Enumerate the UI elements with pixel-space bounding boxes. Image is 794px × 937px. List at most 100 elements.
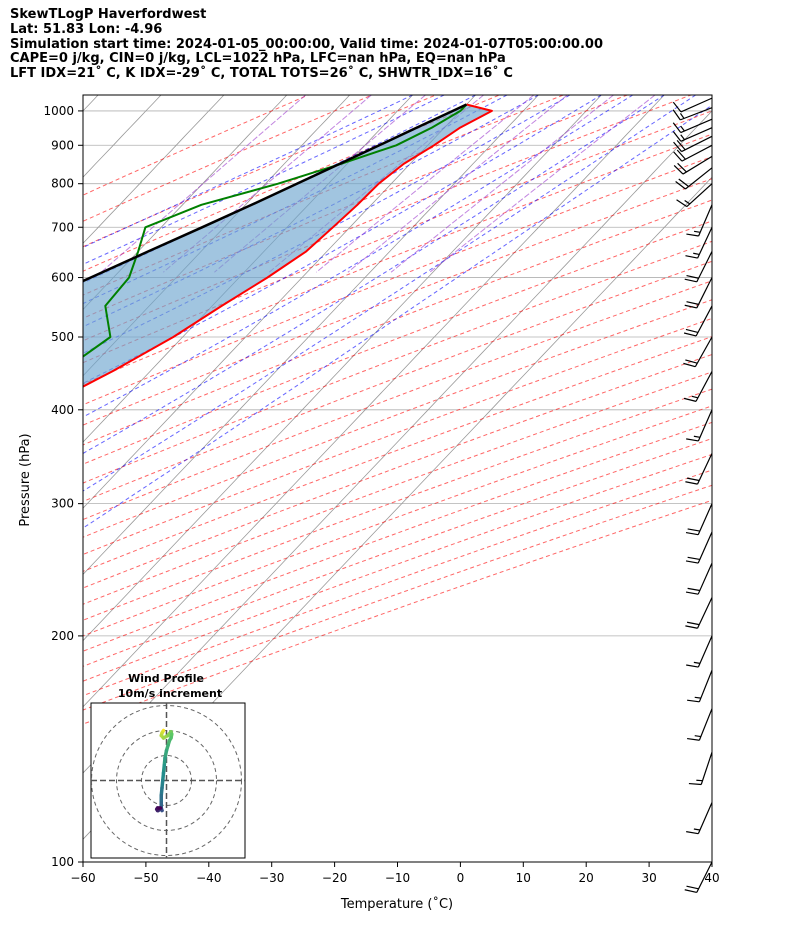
wind-barb	[683, 371, 713, 402]
dry-adiabat-line	[83, 469, 712, 697]
wind-barb-half-flag	[679, 113, 685, 119]
x-tick-label: 40	[704, 871, 719, 885]
wind-barb-flag	[686, 621, 700, 626]
wind-barb-flag	[684, 889, 697, 893]
wind-barb-flag	[677, 162, 687, 173]
wind-barb	[685, 227, 713, 259]
cape-fill-layer	[83, 104, 492, 387]
moist-adiabat-line	[83, 95, 696, 492]
dry-adiabat-line	[83, 405, 712, 637]
wind-barb-flag	[676, 139, 686, 151]
wind-barb	[685, 562, 713, 595]
wind-barb-half-flag	[693, 435, 701, 438]
wind-barb	[684, 277, 713, 309]
profile-lines	[83, 103, 493, 388]
hodograph-title: Wind Profile	[128, 672, 204, 685]
mixing-ratio-line	[390, 95, 614, 273]
wind-barb-flag	[675, 181, 686, 190]
parcel-path-line	[83, 103, 468, 283]
x-tick-label: −30	[259, 871, 284, 885]
wind-barb	[672, 107, 713, 121]
hodograph-subtitle: 10m/s increment	[118, 687, 222, 700]
chart-header: SkewTLogP Haverfordwest Lat: 51.83 Lon: …	[10, 7, 603, 82]
y-tick-label: 300	[51, 497, 74, 511]
x-tick-label: −20	[322, 871, 347, 885]
dry-adiabat-line	[83, 95, 693, 342]
wind-barb-flag	[683, 397, 697, 402]
wind-barb-staff	[681, 144, 713, 162]
wind-barb-flag	[676, 149, 686, 160]
wind-barb-staff	[697, 562, 713, 595]
x-tick-label: −40	[196, 871, 221, 885]
wind-barb	[685, 597, 713, 629]
dry-adiabat-line	[83, 421, 712, 652]
mixing-ratio-line	[347, 95, 568, 273]
wind-barb	[672, 97, 713, 113]
y-tick-label: 800	[51, 177, 74, 191]
wind-barb	[676, 183, 713, 208]
moist-adiabat-line	[83, 95, 476, 284]
wind-barb-flag	[672, 109, 681, 121]
moist-adiabat-line	[83, 95, 602, 384]
wind-barb-flag	[673, 141, 683, 152]
wind-barb-flag	[685, 328, 699, 334]
dry-adiabat-line	[83, 95, 310, 196]
wind-barb-staff	[696, 277, 713, 309]
dry-adiabat-line	[83, 453, 712, 682]
isotherm-line	[83, 95, 602, 642]
cin-shading	[83, 104, 492, 387]
axis-ticks: −60 −50 −40 −30 −20 −10 0 10 20 30 40 1000 900 800 700…	[43, 104, 719, 885]
x-tick-label: −50	[133, 871, 158, 885]
wind-barb-flag	[672, 122, 682, 133]
x-tick-label: 0	[457, 871, 465, 885]
wind-barb	[672, 118, 713, 134]
wind-barb-flag	[687, 528, 700, 532]
moist-adiabat-line	[83, 95, 665, 455]
stability-line-1: CAPE=0 j/kg, CIN=0 j/kg, LCL=1022 hPa, L…	[10, 51, 506, 67]
wind-barb	[684, 861, 713, 893]
wind-barb-staff	[695, 305, 713, 337]
moist-adiabat-line	[83, 95, 445, 265]
wind-barb-staff	[697, 503, 713, 535]
mixing-ratio-line	[316, 95, 535, 273]
wind-barb-flag	[685, 560, 699, 564]
wind-barb-staff	[696, 251, 713, 283]
wind-barb-flag	[685, 255, 698, 259]
wind-barb-staff	[697, 635, 713, 668]
wind-barb-staff	[695, 371, 713, 402]
chart-title: SkewTLogP Haverfordwest	[10, 7, 207, 22]
wind-barb-staff	[685, 167, 713, 190]
y-tick-label: 700	[51, 220, 74, 234]
dry-adiabat-line	[83, 499, 712, 725]
wind-barb-staff	[680, 107, 713, 121]
wind-barb-half-flag	[693, 661, 701, 664]
mixing-ratio-line	[100, 95, 307, 273]
wind-barb-flag	[685, 625, 698, 629]
wind-barb-flag	[684, 304, 697, 309]
moist-adiabat-line	[83, 95, 571, 354]
wind-barb-flag	[683, 332, 697, 337]
wind-barb-flag	[685, 591, 699, 595]
wind-barb	[686, 204, 713, 237]
wind-barb	[683, 305, 713, 337]
wind-barb	[675, 167, 713, 190]
hodograph-inset: Wind Profile 10m/s increment	[90, 672, 246, 859]
wind-barb	[673, 155, 713, 175]
dry-adiabat-line	[83, 240, 712, 484]
isotherm-line	[83, 95, 225, 244]
wind-barb-staff	[680, 118, 713, 134]
wind-barb-half-flag	[693, 252, 700, 256]
y-tick-label: 200	[51, 629, 74, 643]
wind-barb-staff	[696, 861, 713, 893]
dry-adiabat-line	[83, 95, 374, 222]
wind-barb	[685, 531, 713, 564]
wind-barb-flag	[673, 151, 683, 162]
x-axis-label: Temperature (˚C)	[340, 896, 453, 912]
isotherm-line	[83, 95, 162, 178]
x-tick-label: 30	[641, 871, 656, 885]
wind-barb	[684, 251, 713, 283]
wind-barb-flag	[678, 178, 689, 188]
wind-barb-flag	[687, 587, 700, 592]
wind-barb	[673, 144, 713, 162]
